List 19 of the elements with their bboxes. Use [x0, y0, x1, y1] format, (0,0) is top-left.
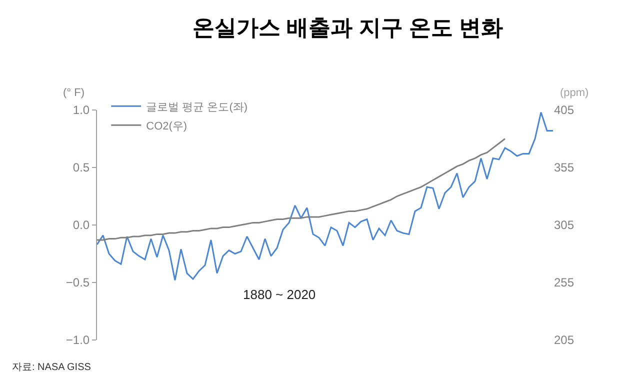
line-series [97, 112, 553, 281]
y2-tick-label: 305 [554, 218, 574, 232]
y-tick-label: 0.5 [72, 160, 90, 175]
y-axis-title: (° F) [63, 87, 85, 99]
y2-tick-label: 355 [554, 160, 574, 175]
legend-label: 글로벌 평균 온도(좌) [146, 101, 248, 114]
y2-tick-label: 405 [554, 103, 574, 118]
chart-title: 온실가스 배출과 지구 온도 변화 [192, 15, 503, 40]
y-tick-label: 1.0 [72, 103, 90, 118]
legend-label: CO2(우) [146, 120, 188, 132]
y-tick-label: −0.5 [66, 276, 90, 290]
text: 자료: NASA GISS [12, 362, 92, 373]
y2-tick-label: 255 [554, 276, 574, 290]
annotation: 1880 ~ 2020 [243, 287, 316, 302]
y2-tick-label: 205 [554, 333, 574, 348]
y2-axis-title: (ppm) [560, 87, 589, 99]
line-series [97, 138, 506, 241]
y-tick-label: 0.0 [72, 218, 90, 232]
y-tick-label: −1.0 [66, 333, 90, 348]
